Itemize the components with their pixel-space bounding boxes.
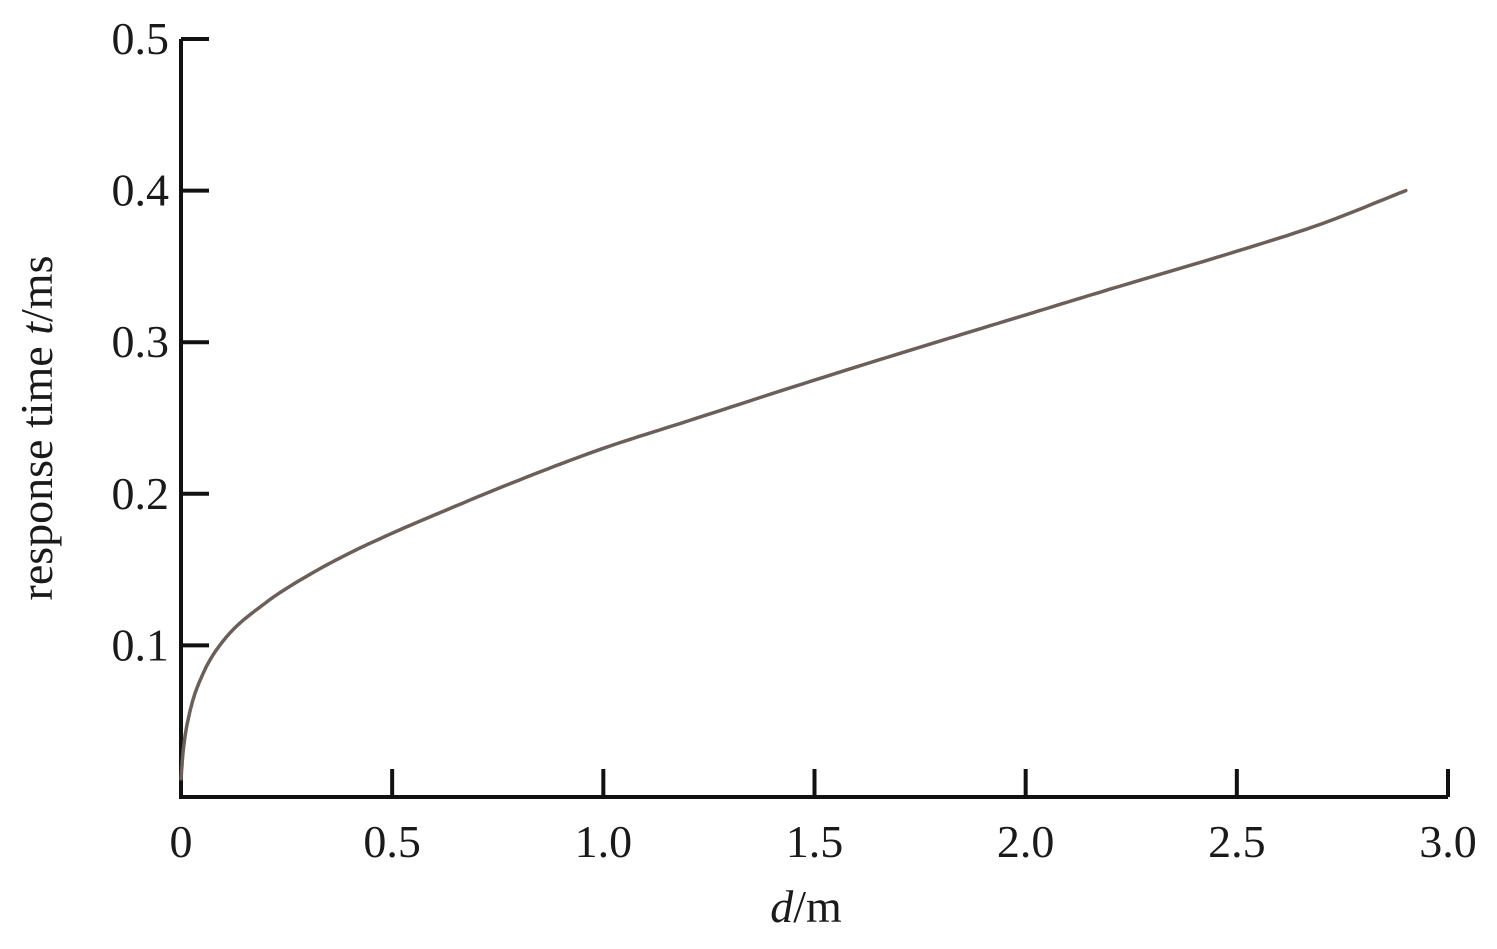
x-tick-label: 0.5	[363, 816, 421, 867]
y-tick-label: 0.3	[112, 316, 170, 367]
y-axis-ticks: 0.1 0.2 0.3 0.4 0.5	[112, 13, 209, 670]
x-axis-ticks: 0 0.5 1.0 1.5 2.0 2.5 3.0	[170, 769, 1477, 867]
response-time-curve	[179, 188, 1408, 781]
x-tick-label: 0	[170, 816, 193, 867]
x-tick-label: 1.0	[575, 816, 633, 867]
y-tick-label: 0.1	[112, 619, 170, 670]
y-tick-label: 0.2	[112, 468, 170, 519]
series-layer	[179, 188, 1408, 781]
x-tick-label: 2.5	[1208, 816, 1266, 867]
x-axis-title: d/m	[770, 881, 842, 932]
x-tick-label: 3.0	[1419, 816, 1477, 867]
axes	[179, 39, 1448, 799]
y-tick-label: 0.5	[112, 13, 170, 64]
x-tick-label: 2.0	[997, 816, 1055, 867]
y-axis-title: response time t/ms	[11, 256, 62, 601]
x-tick-label: 1.5	[786, 816, 844, 867]
y-tick-label: 0.4	[112, 165, 170, 216]
